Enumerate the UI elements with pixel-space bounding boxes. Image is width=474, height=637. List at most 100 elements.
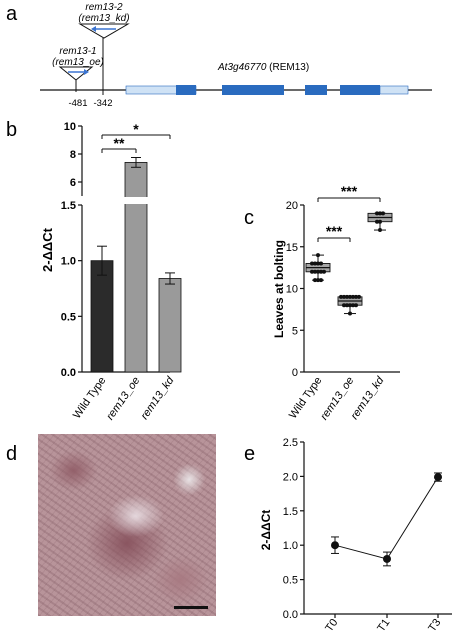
y-tick-label-c: 20: [286, 200, 298, 212]
data-point-c: [310, 261, 314, 266]
position-481: -481: [68, 98, 87, 109]
panel-label-a: a: [6, 3, 18, 25]
y-tick-label-b: 6: [70, 177, 76, 189]
insert-bottom-line2: (rem13_oe): [52, 57, 104, 68]
data-point-c: [319, 261, 323, 266]
significance-label-c: ***: [326, 223, 343, 239]
data-point-c: [351, 294, 355, 299]
data-point-c: [313, 261, 317, 266]
significance-label-c: ***: [341, 183, 358, 199]
data-point-c: [357, 294, 361, 299]
insert-triangle-oe: [58, 66, 94, 81]
data-point-c: [342, 303, 346, 308]
y-tick-label-e: 0.5: [283, 575, 298, 587]
data-point-c: [319, 269, 323, 274]
panel-label-d: d: [6, 443, 17, 465]
y-tick-label-b: 10: [64, 121, 76, 133]
data-point-c: [348, 294, 352, 299]
data-point-c: [351, 303, 355, 308]
bar-rem13-kd: [158, 278, 182, 373]
y-tick-label-e: 0.0: [283, 609, 298, 621]
data-point-c: [339, 294, 343, 299]
data-point-e: [434, 473, 442, 482]
scale-bar: [174, 606, 208, 609]
data-point-c: [348, 311, 352, 316]
insert-bottom-line1: rem13-1: [59, 46, 96, 57]
data-point-e: [331, 541, 339, 550]
y-tick-label-b: 8: [70, 149, 76, 161]
data-point-c: [319, 278, 323, 283]
y-axis-label-c: Leaves at bolting: [272, 240, 286, 338]
insert-top-line1: rem13-2: [85, 2, 123, 13]
x-tick-label-b: rem13_oe: [104, 375, 142, 422]
y-tick-label-c: 15: [286, 242, 298, 254]
data-point-c: [345, 294, 349, 299]
x-tick-label-e: T0: [323, 617, 340, 634]
y-axis-label-e: 2-ΔΔCt: [259, 510, 273, 551]
bar-wild-type: [90, 260, 114, 373]
data-point-e: [383, 554, 391, 563]
y-tick-label-e: 1.5: [283, 506, 298, 518]
exon-4: [340, 85, 380, 95]
panel-label-c: c: [244, 207, 254, 229]
exon-1: [176, 85, 196, 95]
y-axis-label-b: 2-ΔΔCt: [40, 227, 55, 272]
data-point-c: [313, 269, 317, 274]
x-tick-label-b: Wild Type: [71, 375, 108, 421]
bar-rem13-oe: [124, 161, 148, 373]
y-tick-label-e: 1.0: [283, 540, 298, 552]
y-tick-label-e: 2.5: [283, 437, 298, 449]
data-point-c: [313, 278, 317, 283]
panel-label-b: b: [6, 119, 17, 141]
data-point-c: [345, 303, 349, 308]
y-tick-label-b: 0.5: [61, 311, 76, 323]
data-point-c: [378, 219, 382, 224]
position-342: -342: [93, 98, 112, 109]
bar-chart-b-marks: 0.0 0.5 1.0 1.5 6 8 10 Wild Typerem13_oerem13_k…: [61, 121, 182, 422]
data-point-c: [322, 269, 326, 274]
arrow-oe-head-icon: [84, 69, 89, 75]
exon-2: [222, 85, 284, 95]
line-chart-e-marks: 0.0 0.5 1.0 1.5 2.0 2.5 T0 T1 T3: [283, 437, 452, 634]
x-tick-label-b: rem13_kd: [139, 374, 177, 422]
panel-label-e: e: [244, 443, 255, 465]
data-point-c: [316, 278, 320, 283]
x-tick-label-e: T3: [426, 617, 443, 634]
insert-triangle-kd: [78, 23, 130, 39]
y-tick-label-c: 0: [292, 367, 298, 379]
y-tick-label-b: 1.0: [61, 256, 76, 268]
panel-e: e 2-ΔΔCt 0.0 0.5 1.0 1.5 2.0 2.5 T0 T1 T3: [244, 437, 452, 634]
y-tick-label-e: 2.0: [283, 471, 298, 483]
y-tick-label-b: 1.5: [61, 200, 76, 212]
x-tick-label-e: T1: [375, 617, 392, 634]
data-point-c: [381, 211, 385, 216]
insert-top-line2: (rem13_kd): [78, 13, 129, 24]
data-point-c: [378, 228, 382, 233]
exon-3: [305, 85, 327, 95]
data-point-c: [348, 303, 352, 308]
significance-label-b: **: [114, 135, 125, 151]
data-point-c: [316, 269, 320, 274]
y-tick-label-c: 5: [292, 325, 298, 337]
histology-micrograph: [38, 434, 216, 616]
y-tick-label-b: 0.0: [61, 367, 76, 379]
data-point-c: [354, 294, 358, 299]
data-point-c: [378, 211, 382, 216]
panel-a: a At3g46770 (REM13) rem13-2 (rem13_kd) r…: [6, 2, 432, 109]
data-point-c: [310, 269, 314, 274]
data-point-c: [316, 261, 320, 266]
data-point-c: [375, 211, 379, 216]
data-point-c: [375, 219, 379, 224]
utr-3prime: [379, 85, 409, 95]
data-point-c: [316, 253, 320, 258]
gene-label: At3g46770 (REM13): [217, 62, 309, 73]
data-point-c: [354, 303, 358, 308]
arrow-kd-head-icon: [91, 26, 96, 32]
axis-break-b: [76, 197, 172, 204]
y-tick-label-c: 10: [286, 284, 298, 296]
series-line-e: [334, 476, 439, 560]
data-point-c: [342, 294, 346, 299]
